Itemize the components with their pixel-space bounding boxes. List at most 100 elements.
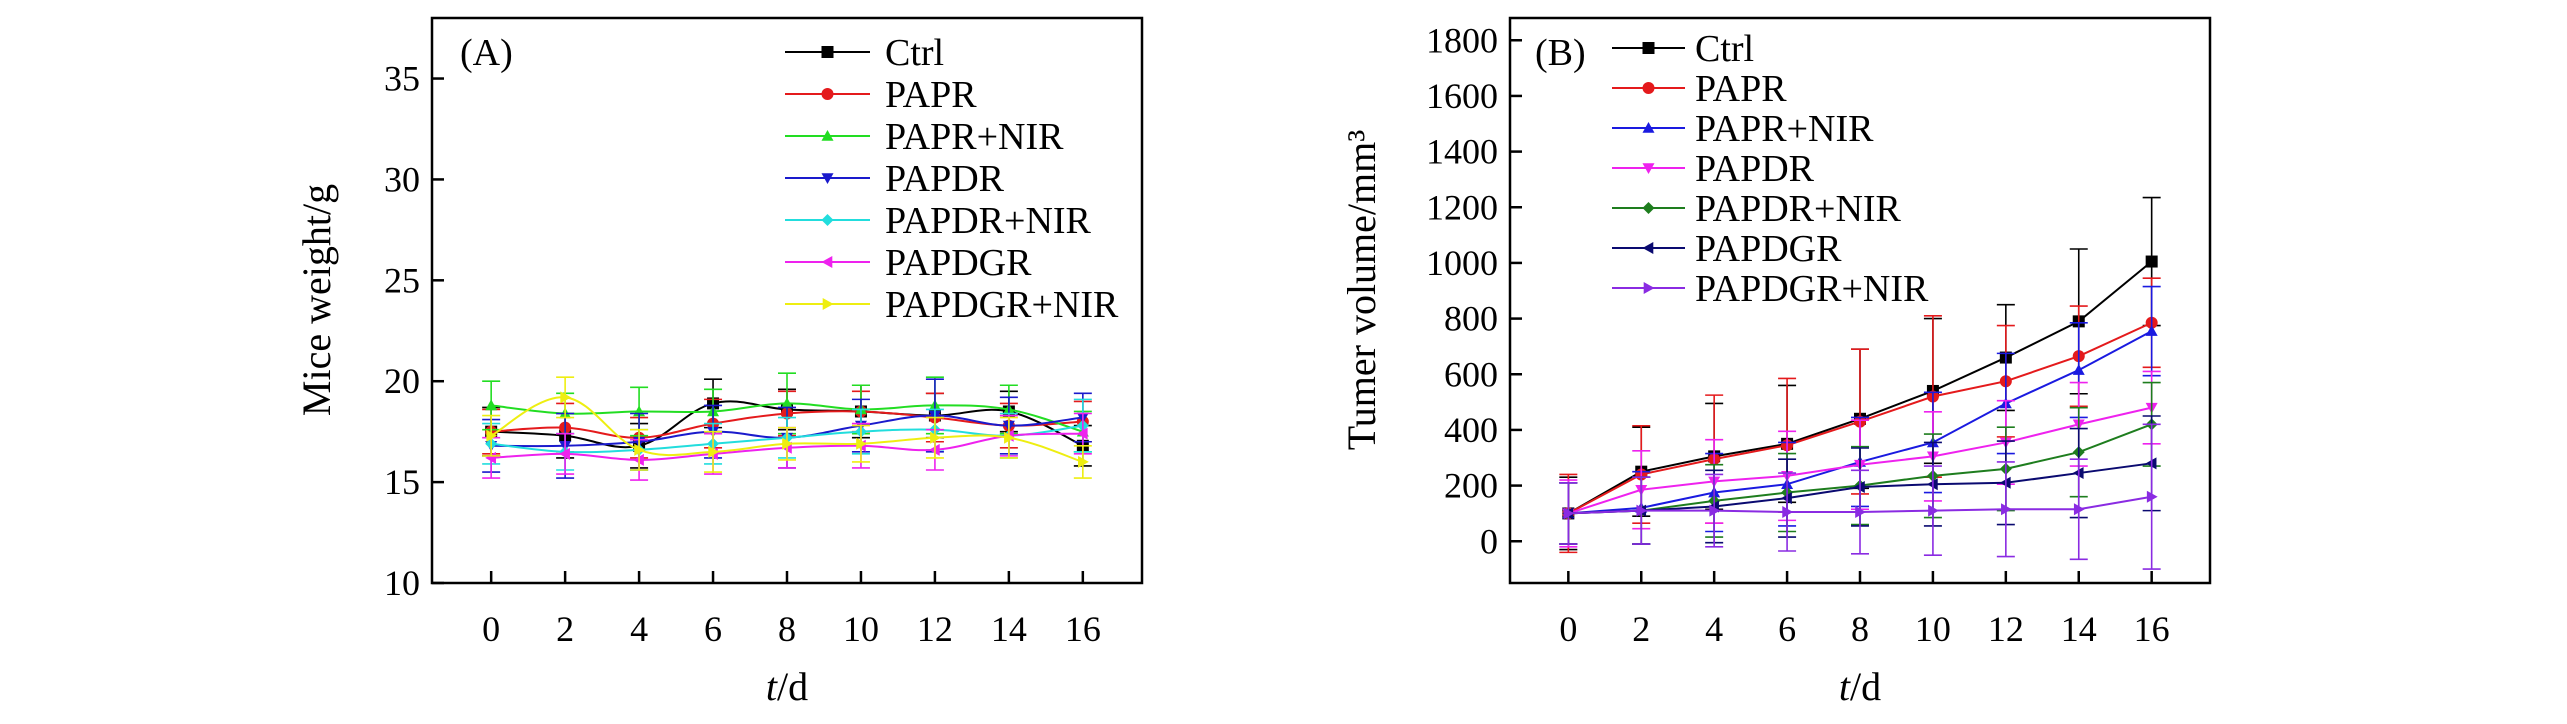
legend-label: PAPDGR+NIR [1695,268,1929,310]
data-point [1636,504,1648,517]
legend-marker [1642,242,1654,254]
x-tick-label: 6 [1778,609,1796,649]
y-tick-label: 1600 [1426,76,1498,116]
data-point [2072,364,2085,375]
data-point [486,429,498,442]
data-point [485,451,496,464]
panel-label: (A) [460,32,513,74]
legend-entry: PAPDR+NIR [785,200,1092,242]
data-point [782,437,793,450]
x-tick-label: 10 [843,609,879,649]
x-tick-label: 6 [704,609,722,649]
data-point [2073,503,2085,516]
legend-label: PAPR+NIR [885,116,1064,158]
y-tick-label: 800 [1444,299,1498,339]
legend-marker [1643,282,1655,294]
y-tick-label: 200 [1444,466,1498,506]
data-point [560,391,572,404]
legend-entry: PAPR [785,74,977,116]
data-point [930,431,941,444]
x-tick-label: 2 [1632,609,1650,649]
data-point [1078,455,1089,468]
x-axis-label: t/d [766,664,808,709]
legend-marker [1642,42,1655,54]
legend-entry: PAPR [1612,68,1787,110]
legend-entry: PAPR+NIR [785,116,1064,158]
data-point [2146,490,2158,503]
legend-marker [822,298,834,310]
x-tick-label: 8 [778,609,796,649]
x-tick-label: 14 [991,609,1027,649]
legend-label: PAPR [1695,68,1787,110]
legend-marker [821,46,834,58]
y-axis-label: Mice weight/g [294,184,339,416]
legend-entry: PAPR+NIR [1612,108,1874,150]
data-point [1855,506,1866,519]
legend-marker [821,88,834,100]
data-point [1928,504,1939,517]
data-point [1709,504,1721,517]
y-tick-label: 0 [1480,521,1498,561]
data-point [708,445,720,458]
panel-label: (B) [1535,32,1586,74]
legend-marker [1642,82,1655,94]
data-point [634,443,646,456]
data-point [1563,507,1575,520]
legend-entry: PAPDGR [785,242,1032,284]
y-tick-label: 20 [384,361,420,401]
data-point [781,397,793,409]
data-point [1004,431,1015,444]
legend-marker [1642,163,1655,174]
x-tick-label: 4 [1705,609,1723,649]
legend-label: PAPDGR+NIR [885,284,1119,326]
y-tick-label: 1800 [1426,20,1498,60]
x-tick-label: 2 [556,609,574,649]
legend-entry: PAPDGR+NIR [1612,268,1929,310]
y-axis-label: Tumer volume/mm³ [1339,130,1384,451]
x-tick-label: 16 [2134,609,2170,649]
data-point [1782,506,1794,519]
panel-a-chart: 0 2 4 6 8 10 12 14 16 10 15 20 25 30 35 (A) Mice weight/… [294,16,1144,709]
legend-label: PAPDR+NIR [885,200,1092,242]
legend-entry: PAPDGR+NIR [785,284,1119,326]
data-point [2145,255,2158,268]
legend-entry: Ctrl [1612,28,1754,70]
x-tick-label: 0 [482,609,500,649]
series-papdgr-nir [1559,423,2161,570]
legend-marker [1642,122,1655,133]
x-tick-label: 12 [917,609,953,649]
x-tick-label: 0 [1559,609,1577,649]
x-tick-label: 4 [630,609,648,649]
legend-label: PAPDR [885,158,1005,200]
y-tick-label: 400 [1444,410,1498,450]
data-point [856,437,867,450]
data-point [1076,427,1088,440]
panel-b-chart: 0 2 4 6 8 10 12 14 16 0 200 400 600 800 1000 1200 1400 16… [1339,16,2212,709]
data-point [2001,503,2012,516]
legend-marker [821,256,833,268]
legend-label: PAPDR [1695,148,1815,190]
x-tick-label: 12 [1988,609,2024,649]
y-tick-label: 1400 [1426,132,1498,172]
y-tick-label: 1000 [1426,243,1498,283]
data-point [485,399,498,411]
legend-label: PAPR [885,74,977,116]
x-tick-label: 14 [2061,609,2097,649]
y-tick-label: 1200 [1426,187,1498,227]
legend-label: PAPDR+NIR [1695,188,1902,230]
legend-label: Ctrl [1695,28,1754,70]
series-papdgr-nir [482,376,1092,479]
legend-label: Ctrl [885,32,944,74]
x-tick-label: 10 [1915,609,1951,649]
y-tick-label: 15 [384,462,420,502]
data-point [2145,325,2158,336]
x-tick-label: 8 [1851,609,1869,649]
y-tick-label: 30 [384,159,420,199]
legend-marker [1642,202,1655,214]
legend-marker [821,173,834,184]
legend-entry: Ctrl [785,32,944,74]
y-tick-label: 35 [384,59,420,99]
data-point [559,447,570,460]
legend-entry: PAPDR [1612,148,1815,190]
